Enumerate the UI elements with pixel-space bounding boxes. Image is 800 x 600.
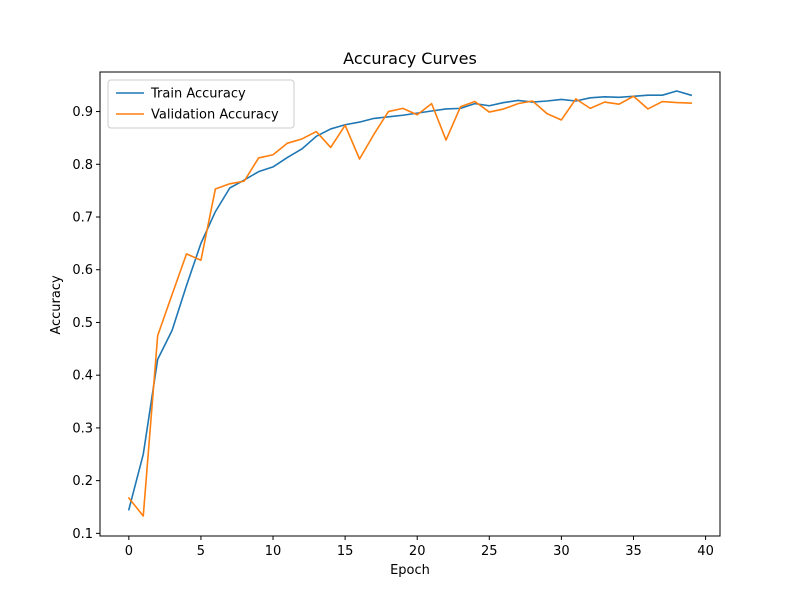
x-tick-label: 40 <box>697 544 714 559</box>
x-tick-label: 35 <box>625 544 642 559</box>
x-tick-label: 10 <box>265 544 282 559</box>
y-tick-label: 0.1 <box>72 527 93 542</box>
y-axis-title: Accuracy <box>49 275 64 335</box>
x-tick-label: 25 <box>481 544 498 559</box>
y-tick-label: 0.9 <box>72 105 93 120</box>
series-line-train-accuracy <box>127 90 693 511</box>
legend-label: Train Accuracy <box>150 87 246 102</box>
plot-frame <box>99 71 721 537</box>
y-tick-label: 0.2 <box>72 474 93 489</box>
x-tick-label: 5 <box>197 544 205 559</box>
axes-layer: 0 5 10 15 20 25 30 35 40 0.1 0.2 0.3 0.4 0.5 0.6 0.7 0.8… <box>72 71 721 559</box>
series-line-validation-accuracy <box>127 95 692 517</box>
chart-title: Accuracy Curves <box>343 49 477 68</box>
x-tick-label: 20 <box>409 544 426 559</box>
legend-box <box>107 79 295 129</box>
legend: Train Accuracy Validation Accuracy <box>107 79 295 129</box>
x-axis-title: Epoch <box>390 563 430 578</box>
y-tick-label: 0.5 <box>72 316 93 331</box>
y-tick-label: 0.7 <box>72 211 93 226</box>
x-tick-label: 15 <box>337 544 354 559</box>
y-tick-label: 0.6 <box>72 263 93 278</box>
x-tick-label: 30 <box>553 544 570 559</box>
x-tick-label: 0 <box>125 544 133 559</box>
y-tick-label: 0.4 <box>72 369 93 384</box>
y-tick-label: 0.8 <box>72 158 93 173</box>
legend-label: Validation Accuracy <box>151 108 279 123</box>
series-layer <box>127 90 693 517</box>
y-tick-label: 0.3 <box>72 421 93 436</box>
